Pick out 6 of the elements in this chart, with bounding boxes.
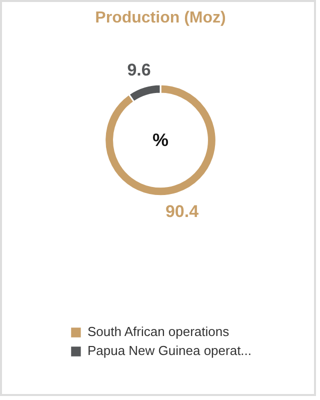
chart-title: Production (Moz) [95, 10, 226, 26]
text: % [152, 130, 169, 150]
data-label: 9.6 [127, 60, 151, 80]
legend-label: South African operations [87, 324, 230, 339]
legend-label: Papua New Guinea operat... [87, 343, 252, 358]
data-label: 90.4 [165, 202, 200, 221]
